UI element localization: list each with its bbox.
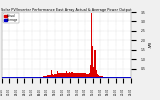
Bar	[57, 71, 58, 78]
Bar	[62, 73, 63, 78]
Bar	[47, 75, 48, 78]
Bar	[45, 76, 46, 78]
Bar	[54, 74, 55, 78]
Y-axis label: kW: kW	[146, 42, 150, 48]
Bar	[77, 73, 78, 78]
Bar	[80, 73, 81, 78]
Bar	[101, 76, 102, 78]
Bar	[95, 50, 96, 78]
Bar	[70, 73, 71, 78]
Bar	[83, 73, 84, 78]
Bar	[103, 77, 104, 78]
Bar	[88, 74, 89, 78]
Bar	[60, 73, 61, 78]
Bar	[96, 70, 97, 78]
Bar	[87, 74, 88, 78]
Bar	[74, 73, 75, 78]
Bar	[100, 76, 101, 78]
Bar	[99, 76, 100, 78]
Bar	[84, 73, 85, 78]
Bar	[94, 50, 95, 78]
Bar	[69, 72, 70, 78]
Bar	[98, 75, 99, 78]
Bar	[50, 75, 51, 78]
Bar	[81, 73, 82, 78]
Bar	[102, 76, 103, 78]
Bar	[49, 75, 50, 78]
Bar	[73, 72, 74, 78]
Bar	[53, 74, 54, 78]
Bar	[63, 73, 64, 78]
Bar	[92, 55, 93, 78]
Bar	[104, 77, 105, 78]
Bar	[52, 74, 53, 78]
Bar	[44, 76, 45, 78]
Bar	[72, 72, 73, 78]
Bar	[75, 73, 76, 78]
Bar	[55, 74, 56, 78]
Bar	[82, 73, 83, 78]
Bar	[68, 73, 69, 78]
Bar	[64, 73, 65, 78]
Bar	[91, 13, 92, 78]
Bar	[61, 73, 62, 78]
Title: Solar PV/Inverter Performance East Array Actual & Average Power Output: Solar PV/Inverter Performance East Array…	[1, 8, 132, 12]
Bar	[93, 67, 94, 78]
Bar	[66, 71, 67, 78]
Bar	[40, 77, 41, 78]
Bar	[46, 76, 47, 78]
Bar	[79, 73, 80, 78]
Bar	[41, 77, 42, 78]
Bar	[106, 77, 107, 78]
Bar	[90, 65, 91, 78]
Bar	[86, 73, 87, 78]
Bar	[59, 74, 60, 78]
Bar	[48, 75, 49, 78]
Bar	[71, 72, 72, 78]
Bar	[67, 73, 68, 78]
Bar	[76, 71, 77, 78]
Bar	[85, 74, 86, 78]
Legend: Actual, Average: Actual, Average	[3, 13, 19, 23]
Bar	[105, 77, 106, 78]
Bar	[65, 73, 66, 78]
Bar	[43, 76, 44, 78]
Bar	[51, 74, 52, 78]
Bar	[97, 74, 98, 78]
Bar	[39, 77, 40, 78]
Bar	[89, 72, 90, 78]
Bar	[58, 73, 59, 78]
Bar	[42, 77, 43, 78]
Bar	[78, 73, 79, 78]
Bar	[56, 74, 57, 78]
